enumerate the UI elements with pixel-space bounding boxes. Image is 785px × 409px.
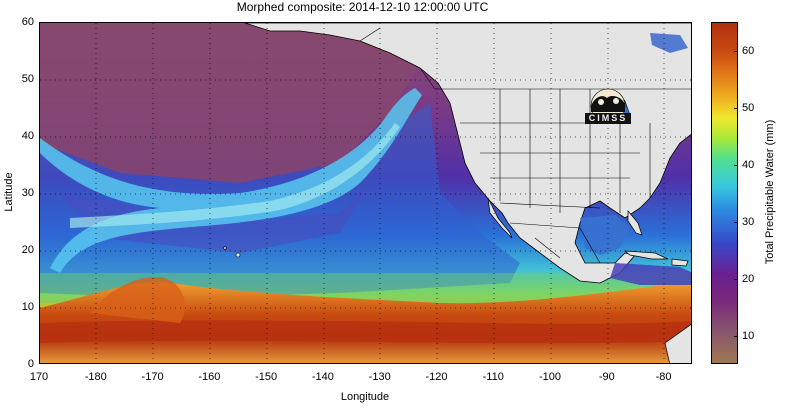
hawaii-island — [223, 246, 227, 250]
colorbar-tick-mark — [734, 278, 738, 280]
itcz-core — [40, 320, 691, 344]
y-tick-label: 60 — [21, 16, 34, 28]
hispaniola-island — [671, 258, 689, 267]
baja-peninsula — [487, 197, 513, 239]
colorbar-tick-label: 10 — [742, 329, 755, 342]
north-america-landmass — [244, 23, 691, 284]
x-tick-label: -80 — [655, 371, 672, 383]
atmospheric-river-plume — [40, 88, 422, 273]
y-tick-label: 50 — [21, 73, 34, 85]
political-boundaries — [359, 27, 691, 264]
plume-core — [70, 123, 400, 228]
graticule — [40, 23, 691, 363]
x-tick-label: -100 — [539, 371, 562, 383]
x-tick-label: 170 — [29, 371, 49, 383]
y-tick-label: 10 — [21, 301, 34, 313]
colorbar-tick-mark — [734, 221, 738, 223]
x-tick-label: -150 — [255, 371, 278, 383]
x-tick-label: -130 — [368, 371, 391, 383]
colorbar-label: Total Precipitable Water (mm) — [764, 119, 776, 265]
florida-peninsula — [627, 210, 643, 236]
colorbar — [711, 22, 738, 364]
colorbar-tick-label: 20 — [742, 272, 755, 285]
south-america-corner — [664, 323, 691, 363]
cuba-island — [623, 250, 669, 260]
colorbar-tick-mark — [734, 107, 738, 109]
precipitable-water-map — [39, 22, 692, 364]
x-tick-label: -160 — [198, 371, 221, 383]
northeast-moisture — [650, 33, 688, 53]
x-tick-label: -120 — [425, 371, 448, 383]
colorbar-tick-label: 30 — [742, 215, 755, 228]
y-tick-label: 40 — [21, 130, 34, 142]
y-axis-label: Latitude — [3, 172, 15, 212]
x-tick-label: -140 — [311, 371, 334, 383]
colorbar-tick-mark — [734, 164, 738, 166]
colorbar-tick-mark — [734, 335, 738, 337]
colorbar-tick-mark — [734, 50, 738, 52]
colorbar-tick-label: 50 — [742, 101, 755, 114]
tropical-bulge — [90, 277, 185, 323]
colorbar-tick-label: 60 — [742, 44, 755, 57]
x-tick-label: -170 — [141, 371, 164, 383]
y-tick-label: 20 — [21, 244, 34, 256]
x-tick-label: -180 — [84, 371, 107, 383]
caribbean-moisture — [610, 263, 691, 285]
y-tick-label: 0 — [27, 358, 34, 370]
colorbar-tick-label: 40 — [742, 158, 755, 171]
x-tick-label: -90 — [598, 371, 615, 383]
hawaii-island — [235, 252, 241, 258]
map-title: Morphed composite: 2014-12-10 12:00:00 U… — [236, 0, 489, 14]
x-tick-label: -110 — [482, 371, 504, 383]
logo-text: CIMSS — [585, 113, 631, 124]
gulf-moisture — [580, 215, 630, 255]
x-axis-label: Longitude — [340, 391, 390, 403]
y-tick-label: 30 — [21, 187, 34, 199]
dry-airmass-region — [40, 23, 420, 183]
